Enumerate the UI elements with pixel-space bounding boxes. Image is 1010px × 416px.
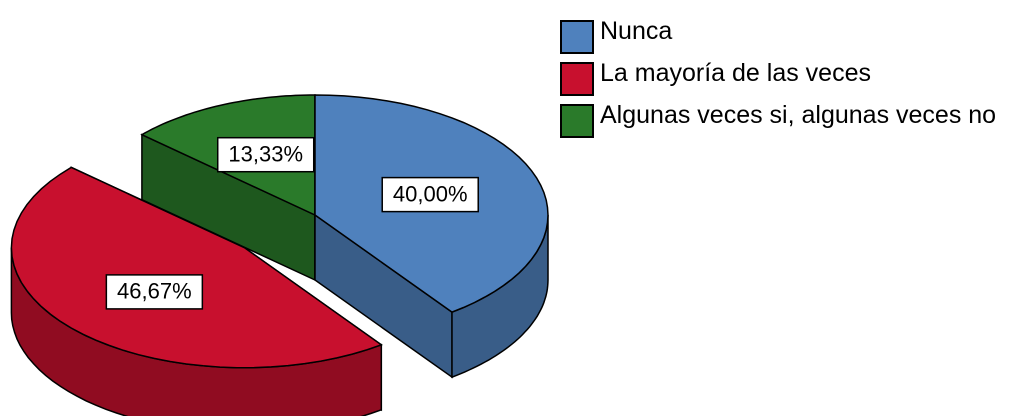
slice bbox=[10, 166, 383, 416]
legend-item: La mayoría de las veces bbox=[560, 60, 1010, 96]
legend-swatch bbox=[560, 20, 594, 54]
data-label-box bbox=[105, 274, 204, 310]
data-label: 13,33% bbox=[228, 142, 303, 167]
legend-label: La mayoría de las veces bbox=[600, 59, 871, 87]
data-label-box bbox=[381, 176, 479, 213]
data-label-box bbox=[216, 136, 315, 173]
legend-item: Nunca bbox=[560, 18, 1010, 54]
legend-item: Algunas veces si, algunas veces no bbox=[560, 102, 1010, 138]
slice-top-group bbox=[10, 166, 383, 369]
legend-swatch bbox=[560, 104, 594, 138]
legend-label: Algunas veces si, algunas veces no bbox=[600, 101, 997, 129]
data-label: 40,00% bbox=[393, 181, 468, 206]
legend-swatch bbox=[560, 62, 594, 96]
legend-label: Nunca bbox=[600, 17, 673, 45]
legend: Nunca La mayoría de las veces Algunas vece… bbox=[560, 18, 1010, 144]
slice-top bbox=[10, 166, 383, 369]
data-label: 46,67% bbox=[117, 279, 192, 304]
